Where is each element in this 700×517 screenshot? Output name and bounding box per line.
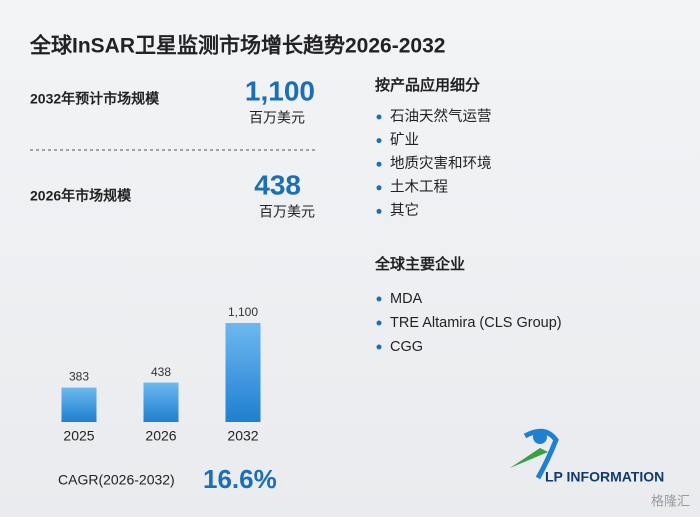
list-item: MDA: [390, 291, 423, 307]
value-label: 383: [69, 370, 89, 384]
value-label: 1,100: [228, 305, 258, 319]
bullet: [376, 161, 382, 167]
bar: [225, 323, 261, 422]
value-label: 438: [151, 365, 171, 379]
segments-title: 按产品应用细分: [375, 76, 480, 94]
list-item: 其它: [390, 201, 419, 219]
stat-label: 2026年市场规模: [30, 188, 132, 204]
stat-unit: 百万美元: [249, 110, 305, 126]
stat-label: 2032年预计市场规模: [30, 91, 160, 107]
page-title: 全球InSAR卫星监测市场增长趋势2026-2032: [29, 34, 445, 58]
x-tick-label: 2025: [63, 428, 94, 444]
cagr-value: 16.6%: [203, 464, 277, 494]
bullet: [376, 320, 382, 326]
bullet: [376, 208, 382, 214]
x-tick-label: 2032: [227, 428, 258, 444]
companies-title: 全球主要企业: [374, 255, 465, 273]
bullet: [376, 138, 382, 144]
bullet: [376, 185, 382, 191]
stat-value: 438: [254, 169, 301, 200]
cagr-label: CAGR(2026-2032): [58, 472, 175, 488]
list-item: 石油天然气运营: [390, 108, 492, 125]
list-item: 土木工程: [390, 179, 448, 196]
bullet: [376, 114, 382, 120]
list-item: 地质灾害和环境: [390, 154, 492, 172]
bar: [143, 382, 179, 422]
stat-unit: 百万美元: [259, 204, 315, 220]
bullet: [376, 296, 382, 302]
x-tick-label: 2026: [145, 428, 176, 444]
bullet: [376, 344, 382, 350]
bar: [61, 387, 97, 422]
logo-text: LP INFORMATION: [545, 469, 664, 485]
list-item: TRE Altamira (CLS Group): [390, 315, 562, 331]
watermark: 格隆汇: [651, 493, 690, 508]
stat-value: 1,100: [245, 75, 315, 106]
logo: LP INFORMATION: [510, 428, 664, 485]
list-item: CGG: [390, 339, 423, 355]
list-item: 矿业: [390, 131, 419, 148]
